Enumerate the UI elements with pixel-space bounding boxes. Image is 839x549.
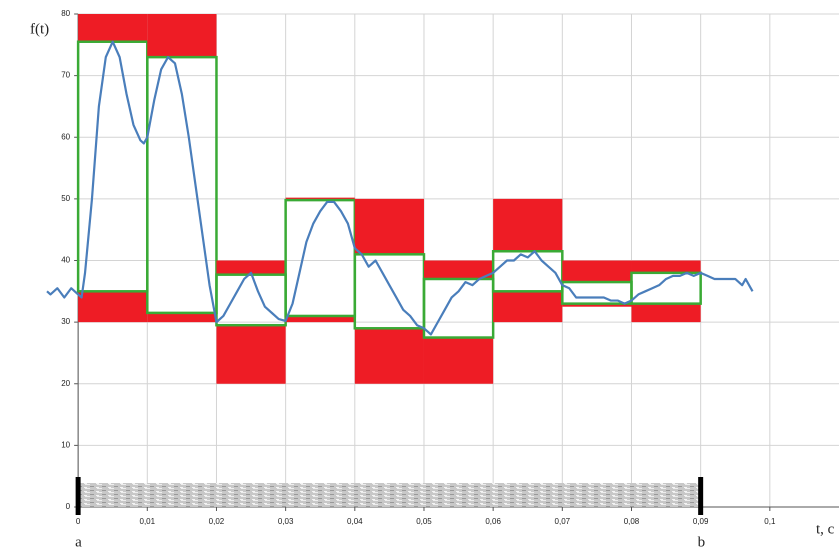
- lower-bound-block: [562, 303, 632, 307]
- x-tick-label: 0: [76, 517, 81, 526]
- y-tick-label: 20: [61, 379, 70, 388]
- y-tick-label: 0: [66, 502, 71, 511]
- signal-line: [46, 40, 754, 336]
- x-tick-label: 0,01: [140, 517, 156, 526]
- inner-bound-box: [353, 253, 426, 330]
- lower-bound-block: [423, 337, 494, 384]
- x-tick-label: 0,03: [278, 517, 294, 526]
- upper-bound-block: [423, 260, 494, 279]
- inner-bound-box: [146, 55, 218, 315]
- y-tick-label: 50: [61, 194, 70, 203]
- y-tick-label: 30: [61, 317, 70, 326]
- inner-bound-box: [630, 271, 702, 305]
- upper-bound-block: [631, 260, 701, 273]
- x-tick-label: 0,04: [347, 517, 363, 526]
- upper-bound-block: [78, 14, 148, 42]
- lower-bound-block: [216, 325, 286, 384]
- upper-bound-block: [147, 14, 217, 58]
- x-tick-label: 0,1: [764, 517, 776, 526]
- upper-bound-block: [493, 198, 563, 252]
- upper-bound-block: [354, 198, 424, 255]
- x-tick-label: 0,06: [485, 517, 501, 526]
- y-tick-label: 10: [61, 440, 70, 449]
- upper-bound-block: [562, 260, 632, 283]
- inner-bound-box: [76, 40, 149, 293]
- bound-marker: [698, 477, 704, 515]
- lower-bound-block: [354, 328, 424, 384]
- lower-bound-block: [78, 291, 148, 323]
- x-tick-label: 0,07: [555, 517, 571, 526]
- y-tick-label: 80: [61, 9, 70, 18]
- annotation: b: [698, 534, 706, 549]
- bound-marker: [75, 477, 81, 515]
- inner-bound-box: [215, 273, 287, 327]
- y-axis-label: f(t): [30, 21, 49, 37]
- x-tick-label: 0,09: [693, 517, 709, 526]
- signal-strip: [78, 483, 701, 507]
- lower-bound-block: [285, 315, 355, 323]
- x-tick-label: 0,08: [624, 517, 640, 526]
- lower-bound-block: [631, 303, 701, 323]
- lower-bound-block: [493, 291, 563, 323]
- x-tick-label: 0,02: [209, 517, 225, 526]
- lower-bound-block: [147, 312, 217, 323]
- y-tick-label: 70: [61, 71, 70, 80]
- x-tick-label: 0,05: [416, 517, 432, 526]
- y-tick-label: 40: [61, 256, 70, 265]
- upper-bound-block: [216, 260, 286, 275]
- y-tick-label: 60: [61, 132, 70, 141]
- annotation: a: [75, 534, 82, 549]
- x-axis-label: t, c: [816, 521, 835, 537]
